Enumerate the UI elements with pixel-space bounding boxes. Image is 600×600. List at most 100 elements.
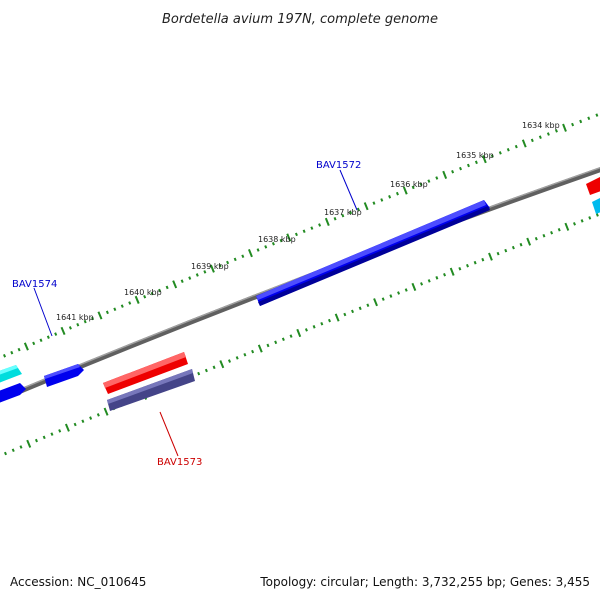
inner-minor-tick <box>550 230 554 235</box>
inner-minor-tick <box>534 236 538 241</box>
leader-bav1573 <box>159 411 179 457</box>
outer-major-tick <box>562 123 567 132</box>
leader-bav1572 <box>339 169 358 211</box>
inner-minor-tick <box>519 242 523 247</box>
outer-minor-tick <box>113 307 117 311</box>
inner-minor-tick <box>343 312 347 317</box>
inner-minor-tick <box>304 328 308 332</box>
gene-bav1574[interactable] <box>44 364 84 387</box>
outer-minor-tick <box>264 245 268 249</box>
outer-minor-tick <box>233 257 237 262</box>
gene-features <box>0 177 600 411</box>
inner-minor-tick <box>358 306 362 311</box>
inner-minor-tick <box>19 445 23 449</box>
inner-major-tick <box>564 222 570 231</box>
inner-minor-tick <box>366 303 370 308</box>
outer-minor-tick <box>530 138 534 143</box>
outer-major-tick <box>286 233 292 242</box>
gene-bav1572[interactable] <box>256 200 490 306</box>
inner-minor-tick <box>443 273 447 277</box>
outer-minor-tick <box>411 185 415 190</box>
outer-minor-tick <box>571 122 575 127</box>
outer-major-tick <box>23 342 29 351</box>
inner-minor-tick <box>42 435 46 440</box>
inner-major-tick <box>296 328 302 338</box>
inner-minor-tick <box>204 368 208 373</box>
inner-minor-tick <box>542 233 546 238</box>
map-title: Bordetella avium 197N, complete genome <box>162 12 438 27</box>
gene-label-bav1573: BAV1573 <box>157 457 202 468</box>
gene-right-cyan[interactable] <box>592 196 600 214</box>
inner-minor-tick <box>312 325 316 329</box>
tick-label-1636: 1636 kbp <box>390 180 428 189</box>
gene-dark-feature[interactable] <box>107 369 195 411</box>
outer-minor-tick <box>466 163 470 168</box>
outer-major-tick <box>402 186 408 195</box>
inner-minor-tick <box>328 318 331 323</box>
outer-minor-tick <box>158 288 162 293</box>
outer-minor-tick <box>595 113 599 117</box>
outer-minor-tick <box>506 147 510 152</box>
outer-minor-tick <box>498 151 502 155</box>
inner-major-tick <box>526 237 532 246</box>
inner-major-tick <box>219 360 225 369</box>
outer-minor-tick <box>188 276 192 280</box>
gene-left-cyan[interactable] <box>0 365 22 384</box>
inner-minor-tick <box>504 248 508 253</box>
tick-label-1641: 1641 kbp <box>56 313 94 322</box>
outer-minor-tick <box>39 338 43 343</box>
accession-text: Accession: NC_010645 <box>10 575 146 589</box>
inner-minor-tick <box>557 228 561 232</box>
outer-minor-tick <box>310 226 314 230</box>
outer-major-tick <box>172 280 178 289</box>
gene-bav1573[interactable] <box>103 352 188 394</box>
outer-minor-tick <box>318 223 322 227</box>
inner-minor-tick <box>89 416 93 420</box>
inner-minor-tick <box>435 276 439 280</box>
inner-minor-tick <box>466 263 469 268</box>
inner-major-tick <box>411 282 417 292</box>
inner-minor-tick <box>381 297 385 301</box>
outer-major-tick <box>60 326 66 336</box>
outer-major-tick <box>442 170 448 179</box>
inner-minor-tick <box>274 340 278 345</box>
outer-minor-tick <box>579 119 583 124</box>
inner-major-tick <box>488 252 493 261</box>
inner-minor-tick <box>96 413 100 417</box>
inner-minor-tick <box>511 245 515 250</box>
tick-label-1640: 1640 kbp <box>124 288 162 297</box>
outer-minor-tick <box>180 279 184 283</box>
outer-minor-tick <box>474 160 478 165</box>
inner-minor-tick <box>58 429 62 433</box>
inner-major-tick <box>449 267 455 276</box>
inner-minor-tick <box>212 365 216 370</box>
inner-minor-tick <box>228 359 231 363</box>
inner-minor-tick <box>397 291 401 295</box>
outer-minor-tick <box>128 301 132 305</box>
outer-minor-tick <box>241 254 245 259</box>
outer-minor-tick <box>91 316 95 321</box>
outer-minor-tick <box>76 322 80 327</box>
inner-minor-tick <box>404 288 408 292</box>
outer-minor-tick <box>538 135 542 139</box>
outer-minor-tick <box>256 248 260 252</box>
inner-minor-tick <box>235 356 239 360</box>
inner-major-tick <box>373 298 378 307</box>
inner-minor-tick <box>458 266 462 271</box>
tick-label-1635: 1635 kbp <box>456 151 494 160</box>
summary-text: Topology: circular; Length: 3,732,255 bp… <box>259 575 590 589</box>
inner-minor-tick <box>351 309 355 314</box>
gene-label-bav1572: BAV1572 <box>316 160 361 171</box>
outer-major-tick <box>481 155 487 164</box>
gene-right-red[interactable] <box>586 177 600 195</box>
inner-minor-tick <box>251 349 255 354</box>
outer-minor-tick <box>83 319 87 324</box>
outer-minor-tick <box>388 195 392 199</box>
outer-minor-tick <box>490 154 494 158</box>
outer-minor-tick <box>302 229 306 234</box>
outer-minor-tick <box>271 241 275 246</box>
gene-left-blue[interactable] <box>0 383 26 404</box>
scale-ticks-outer <box>3 113 599 358</box>
outer-minor-tick <box>294 232 298 237</box>
